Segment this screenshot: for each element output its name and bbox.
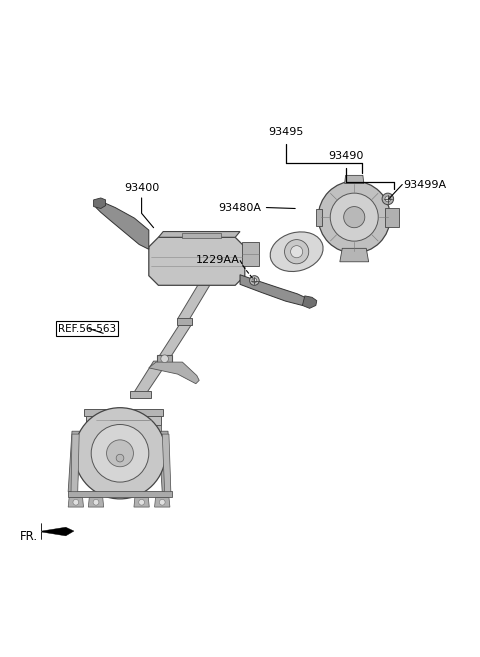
- Text: 93495: 93495: [268, 127, 303, 137]
- Text: 93490: 93490: [328, 152, 363, 162]
- Polygon shape: [182, 233, 221, 238]
- Polygon shape: [133, 361, 168, 394]
- Polygon shape: [385, 208, 399, 227]
- Polygon shape: [340, 248, 369, 261]
- Circle shape: [93, 499, 99, 505]
- Circle shape: [73, 499, 79, 505]
- Polygon shape: [86, 416, 161, 424]
- Polygon shape: [302, 296, 317, 308]
- Polygon shape: [88, 497, 104, 507]
- Circle shape: [290, 246, 303, 258]
- Circle shape: [318, 181, 390, 253]
- Circle shape: [252, 278, 257, 283]
- Polygon shape: [316, 208, 322, 226]
- Polygon shape: [178, 283, 211, 319]
- Circle shape: [161, 355, 168, 363]
- Polygon shape: [84, 409, 163, 416]
- Polygon shape: [68, 431, 82, 491]
- Text: 1229AA: 1229AA: [196, 256, 240, 265]
- Text: 93499A: 93499A: [403, 179, 446, 189]
- Circle shape: [385, 196, 391, 202]
- Text: REF.56-563: REF.56-563: [58, 323, 116, 334]
- Polygon shape: [345, 175, 364, 183]
- Text: FR.: FR.: [20, 530, 38, 543]
- Polygon shape: [42, 524, 74, 539]
- Polygon shape: [162, 434, 171, 491]
- Polygon shape: [149, 237, 245, 285]
- Polygon shape: [240, 275, 307, 306]
- Polygon shape: [84, 424, 161, 431]
- Circle shape: [139, 499, 144, 505]
- Polygon shape: [94, 198, 106, 208]
- Circle shape: [91, 424, 149, 482]
- Polygon shape: [158, 231, 240, 237]
- Polygon shape: [68, 497, 84, 507]
- Polygon shape: [130, 391, 151, 397]
- Text: 93400: 93400: [124, 183, 159, 193]
- Circle shape: [107, 440, 133, 466]
- Polygon shape: [157, 355, 172, 363]
- Circle shape: [250, 276, 259, 285]
- Polygon shape: [149, 362, 199, 384]
- Polygon shape: [242, 242, 259, 266]
- Polygon shape: [134, 497, 149, 507]
- Circle shape: [382, 193, 394, 205]
- Polygon shape: [158, 324, 192, 357]
- Ellipse shape: [270, 232, 323, 271]
- Circle shape: [159, 499, 165, 505]
- Circle shape: [330, 193, 378, 241]
- Circle shape: [344, 206, 365, 228]
- Polygon shape: [177, 318, 192, 325]
- Text: 93480A: 93480A: [218, 202, 262, 213]
- Polygon shape: [155, 497, 170, 507]
- Circle shape: [285, 240, 309, 264]
- Circle shape: [116, 454, 124, 462]
- Polygon shape: [96, 201, 149, 249]
- Polygon shape: [71, 434, 79, 491]
- Circle shape: [74, 408, 166, 499]
- Polygon shape: [158, 431, 170, 491]
- Polygon shape: [68, 491, 172, 497]
